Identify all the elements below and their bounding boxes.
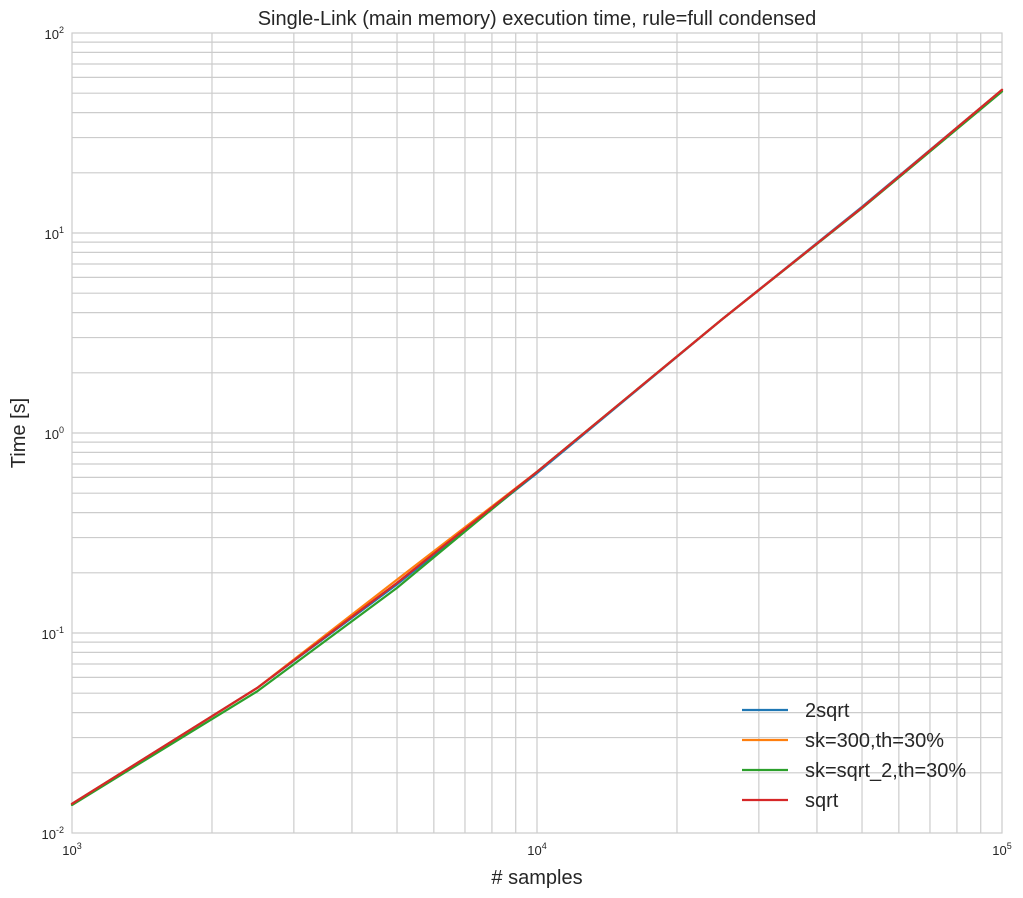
grid [72,33,1002,833]
y-tick-labels: 10-2 10-1 100 101 102 [42,25,64,842]
x-tick-label: 105 [992,841,1011,858]
x-tick-label: 103 [62,841,81,858]
series-lines [70,88,1004,807]
y-tick-label: 10-1 [42,625,64,642]
legend-label: sk=300,th=30% [805,730,944,752]
legend: 2sqrt sk=300,th=30% sk=sqrt_2,th=30%sqrt [742,700,966,812]
x-tick-labels: 103 104 105 [62,841,1011,858]
y-tick-label: 100 [45,425,64,442]
plot-frame [71,32,1003,834]
x-tick-label: 104 [527,841,546,858]
y-tick-label: 101 [45,225,64,242]
series-line-sqrt [70,88,1004,805]
x-axis-label: # samples [491,867,582,889]
y-axis-label: Time [s] [8,398,30,468]
legend-label: 2sqrt [805,700,850,722]
legend-label: sk=sqrt_2,th=30% [805,760,966,782]
y-tick-label: 102 [45,25,64,42]
legend-label: sqrt [805,790,839,812]
y-tick-label: 10-2 [42,825,64,842]
chart-title: Single-Link (main memory) execution time… [258,8,817,30]
